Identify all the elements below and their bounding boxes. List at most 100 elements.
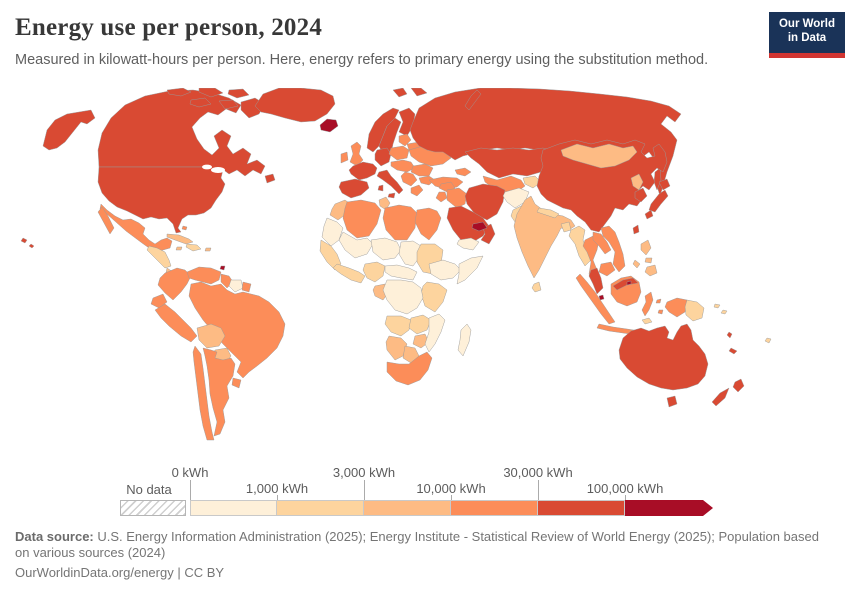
country-drc[interactable] (382, 279, 424, 315)
country-colombia[interactable] (157, 267, 192, 301)
west-papua[interactable] (664, 297, 688, 318)
legend-segment[interactable] (364, 500, 451, 516)
japan-honshu[interactable] (648, 189, 669, 213)
country-caucasus[interactable] (454, 167, 472, 177)
central-america[interactable] (146, 245, 172, 269)
country-mexico[interactable] (99, 203, 173, 252)
country-alaska[interactable] (42, 109, 96, 151)
country-peru[interactable] (154, 303, 198, 343)
country-western-sahara[interactable] (321, 217, 344, 247)
country-central-europe[interactable] (390, 159, 416, 173)
country-italy[interactable] (376, 169, 404, 195)
country-germany[interactable] (374, 147, 392, 167)
country-vietnam[interactable] (600, 225, 626, 273)
country-nepal[interactable] (536, 207, 560, 219)
moluccas[interactable] (657, 309, 664, 315)
country-iraq[interactable] (446, 187, 468, 209)
country-taiwan[interactable] (632, 224, 640, 235)
country-iceland[interactable] (319, 118, 339, 133)
country-timor[interactable] (641, 317, 653, 325)
nz-south-island[interactable] (711, 387, 730, 407)
country-angola[interactable] (384, 315, 412, 337)
country-south-africa[interactable] (386, 351, 433, 386)
country-canada[interactable] (97, 89, 266, 177)
country-puerto-rico[interactable] (204, 247, 212, 252)
country-bangladesh[interactable] (560, 221, 572, 233)
country-hispaniola[interactable] (185, 243, 202, 252)
country-trinidad[interactable] (219, 265, 226, 271)
sardinia[interactable] (377, 184, 384, 192)
legend-segment[interactable] (277, 500, 364, 516)
country-west-africa[interactable] (332, 263, 366, 284)
country-mozambique[interactable] (424, 313, 446, 353)
country-balkans[interactable] (400, 171, 418, 187)
svalbard[interactable] (410, 88, 428, 97)
arctic-island[interactable] (218, 99, 239, 110)
arctic-island[interactable] (198, 88, 224, 98)
country-egypt[interactable] (414, 207, 442, 241)
country-argentina[interactable] (202, 347, 236, 437)
country-somalia[interactable] (456, 255, 484, 285)
country-spain-portugal[interactable] (338, 178, 370, 199)
country-suriname[interactable] (228, 279, 244, 293)
country-afghanistan[interactable] (502, 187, 530, 209)
country-chile[interactable] (192, 345, 215, 441)
country-bolivia[interactable] (196, 323, 226, 349)
japan-kyushu[interactable] (644, 209, 654, 220)
country-brunei[interactable] (626, 280, 632, 286)
novaya-zemlya[interactable] (464, 89, 482, 111)
arctic-island[interactable] (166, 88, 192, 97)
country-poland[interactable] (388, 145, 410, 161)
country-greenland[interactable] (254, 88, 336, 123)
legend-segment[interactable] (625, 500, 713, 516)
sulawesi[interactable] (641, 291, 654, 317)
country-algeria[interactable] (342, 199, 382, 239)
country-cameroon-car[interactable] (384, 264, 418, 281)
hawaii[interactable] (20, 237, 28, 244)
country-saudi-arabia[interactable] (446, 205, 490, 243)
philippines-luzon[interactable] (640, 239, 652, 256)
country-usa[interactable] (97, 166, 226, 234)
solomon[interactable] (720, 309, 728, 315)
country-tunisia[interactable] (378, 196, 391, 211)
country-zambia[interactable] (408, 314, 432, 335)
newfoundland[interactable] (264, 173, 276, 184)
country-namibia[interactable] (385, 335, 408, 361)
country-sri-lanka[interactable] (531, 281, 542, 293)
country-north-korea[interactable] (630, 173, 644, 191)
baja-california[interactable] (97, 206, 115, 235)
country-mongolia[interactable] (560, 143, 638, 169)
country-east-africa[interactable] (420, 281, 448, 313)
country-uae-qatar[interactable] (471, 221, 488, 232)
japan-hokkaido[interactable] (658, 178, 671, 191)
svalbard[interactable] (392, 88, 408, 98)
country-libya[interactable] (382, 204, 418, 241)
legend-bar[interactable] (190, 500, 713, 516)
legend-segment[interactable] (190, 500, 277, 516)
philippines-mindanao[interactable] (644, 264, 658, 277)
solomon[interactable] (713, 303, 721, 309)
country-south-korea[interactable] (634, 187, 648, 203)
sumatra[interactable] (575, 273, 616, 325)
sicily[interactable] (387, 192, 396, 199)
vanuatu[interactable] (726, 331, 733, 339)
legend-segment[interactable] (538, 500, 625, 516)
country-nigeria[interactable] (362, 261, 386, 283)
country-russia[interactable] (409, 88, 682, 197)
footer-license[interactable]: OurWorldinData.org/energy | CC BY (15, 565, 225, 580)
country-french-guiana[interactable] (241, 281, 252, 293)
malaysia-borneo[interactable] (612, 277, 639, 291)
country-madagascar[interactable] (457, 323, 472, 357)
country-uk[interactable] (349, 141, 364, 167)
country-mali[interactable] (338, 231, 374, 259)
legend-segment[interactable] (451, 500, 538, 516)
country-malaysia[interactable] (588, 267, 604, 295)
arctic-island[interactable] (227, 88, 250, 99)
nz-north-island[interactable] (732, 378, 745, 393)
country-laos[interactable] (592, 231, 612, 255)
country-png[interactable] (684, 299, 705, 322)
country-ethiopia[interactable] (428, 259, 462, 281)
tasmania[interactable] (666, 395, 678, 408)
bahamas[interactable] (181, 225, 188, 231)
moluccas[interactable] (655, 298, 662, 304)
